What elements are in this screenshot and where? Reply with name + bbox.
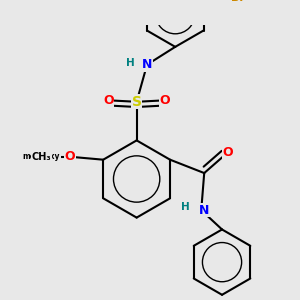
Text: O: O [64, 150, 75, 163]
Text: O: O [223, 146, 233, 159]
Text: S: S [132, 95, 142, 109]
Text: methoxy: methoxy [23, 152, 60, 161]
Text: CH₃: CH₃ [32, 152, 51, 162]
Text: H: H [126, 58, 135, 68]
Text: N: N [199, 204, 209, 217]
Text: H: H [181, 202, 189, 212]
Text: N: N [142, 58, 152, 71]
Text: O: O [160, 94, 170, 107]
Text: Br: Br [231, 0, 245, 3]
Text: O: O [103, 94, 114, 107]
